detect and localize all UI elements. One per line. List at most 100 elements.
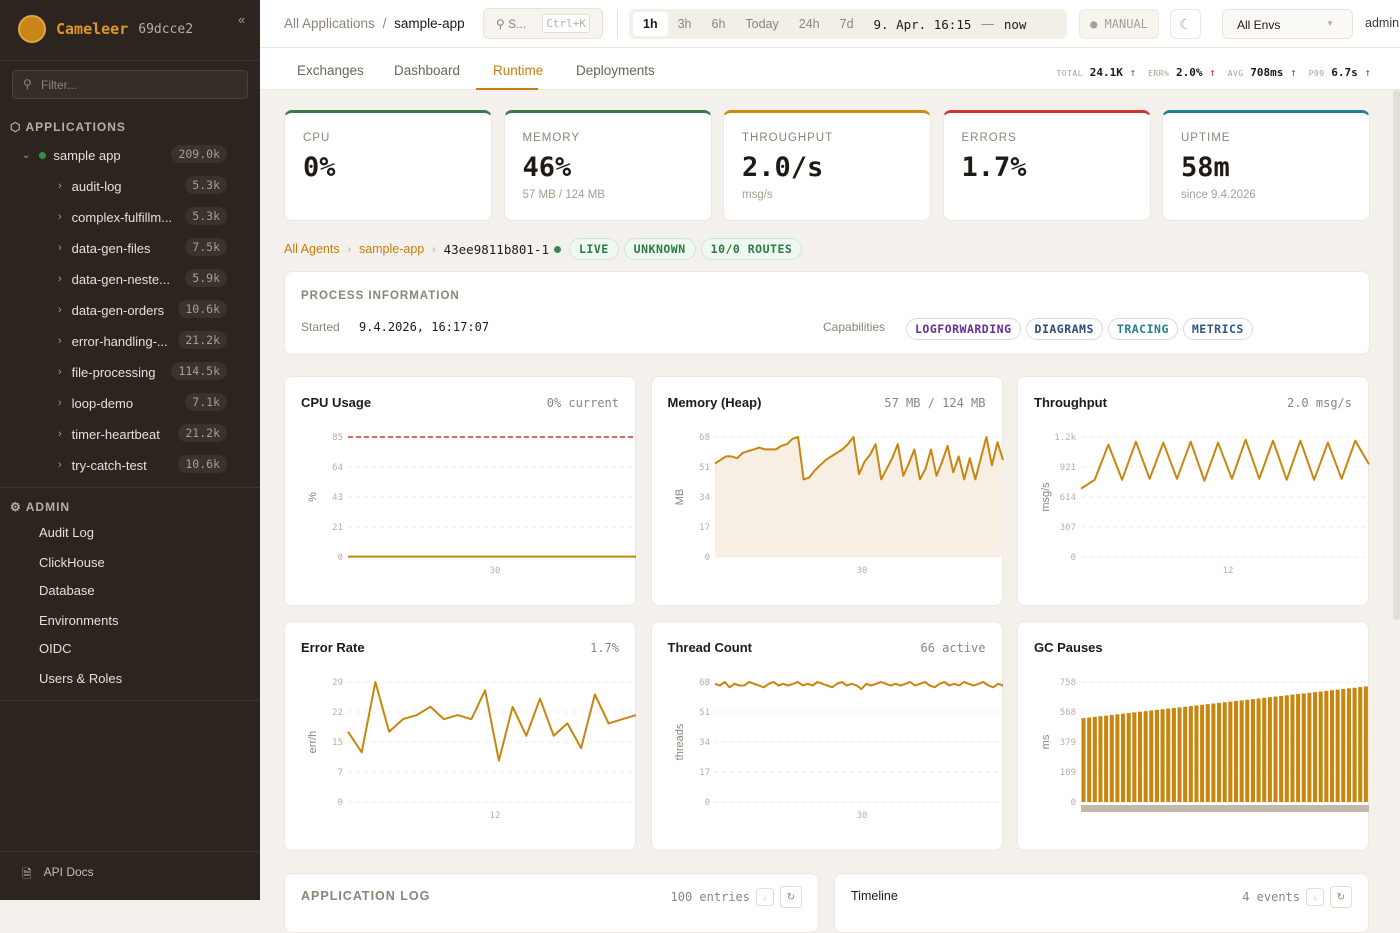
sidebar-route-item[interactable]: › try-catch-test 10.6k [58,455,227,475]
range-3h[interactable]: 3h [677,17,692,31]
sidebar-route-item[interactable]: › data-gen-files 7.5k [58,238,227,258]
sidebar-route-item[interactable]: › loop-demo 7.1k [58,393,227,413]
range-6h[interactable]: 6h [711,17,726,31]
gc-pause-bar [1137,711,1143,802]
search-button[interactable]: ⚲ S... Ctrl+K [483,8,603,39]
metric-value: 58m [1181,152,1230,183]
gc-pause-bar [1301,693,1306,802]
trend-up-icon: ↑ [1209,66,1216,79]
caret-down-icon: ▼ [1326,19,1334,28]
route-count: 7.1k [185,393,227,411]
gc-pause-bar [1335,689,1340,802]
brand[interactable]: Cameleer 69dcce2 [18,15,193,43]
range-1h[interactable]: 1h [633,12,668,36]
refresh-icon[interactable]: ↻ [1330,886,1352,908]
chart-title: CPU Usage [301,395,372,410]
environment-select[interactable]: All Envs ▼ [1222,9,1353,39]
collapse-sidebar-icon[interactable]: « [238,12,246,27]
route-count: 5.9k [185,269,227,287]
sidebar-admin-item[interactable]: OIDC [39,641,72,656]
log-count: 100 entries [670,890,750,904]
sidebar-admin-item[interactable]: Environments [39,613,119,628]
series-line [714,681,1003,691]
metric-card-throughput: THROUGHPUT 2.0/s msg/s [723,110,931,221]
top-bar: All Applications / sample-app ⚲ S... Ctrl… [260,0,1400,48]
chart-current-value: 0% current [546,396,619,410]
timeline-title: Timeline [851,889,898,903]
moon-icon[interactable]: ☾ [1170,9,1201,39]
process-information-card: PROCESS INFORMATION Started 9.4.2026, 16… [284,271,1370,355]
filter-placeholder: Filter... [41,78,78,92]
sidebar-route-item[interactable]: › error-handling-... 21.2k [58,331,227,351]
sidebar-app-sample-app[interactable]: ⌄ sample app 209.0k [22,145,227,165]
y-tick-label: 1.2k [1054,433,1076,443]
gc-pause-bar [1166,708,1171,802]
route-name: audit-log [71,178,122,194]
route-name: try-catch-test [71,457,147,473]
filter-input[interactable]: ⚲ Filter... [12,70,248,99]
gc-pause-bar [1149,710,1154,802]
sidebar-route-item[interactable]: › timer-heartbeat 21.2k [58,424,227,444]
gc-pause-bar [1205,704,1210,802]
scroll-down-icon[interactable]: ↓ [1306,888,1324,906]
x-tick-label: 30 [856,566,867,576]
sidebar-admin-item[interactable]: ClickHouse [39,555,105,570]
sidebar-route-item[interactable]: › audit-log 5.3k [58,176,227,196]
gc-pause-bar [1262,697,1267,802]
range-from[interactable]: 9. Apr. 16:15 [873,16,972,32]
app-name: sample app [53,147,121,163]
range-24h[interactable]: 24h [798,17,820,31]
capability-diagrams: DIAGRAMS [1025,318,1103,340]
started-label: Started [301,320,340,334]
chevron-right-icon: › [58,335,62,347]
divider [0,487,260,488]
chart-plot: 0 17 34 51 68 threads 30 [674,678,1003,821]
range-today[interactable]: Today [745,17,779,31]
gc-pause-bar [1160,709,1165,802]
all-agents-link[interactable]: All Agents [284,242,340,256]
chart-plot: 0 7 15 22 29 err/h 12 [307,678,637,821]
metric-card-memory: MEMORY 46% 57 MB / 124 MB [503,110,712,221]
y-tick-label: 15 [332,738,343,748]
sidebar-route-item[interactable]: › complex-fulfillm... 5.3k [58,207,227,227]
gc-pause-bar [1346,688,1351,802]
tab-dashboard[interactable]: Dashboard [394,63,461,78]
sidebar-route-item[interactable]: › file-processing 114.5k [58,362,227,382]
gc-pause-bar [1188,706,1193,802]
scroll-down-icon[interactable]: ↓ [756,888,774,906]
sidebar-admin-item[interactable]: Database [39,583,95,598]
agent-app-link[interactable]: sample-app [358,242,425,256]
breadcrumb-all-applications[interactable]: All Applications [284,16,375,31]
api-docs-link[interactable]: 🗎 API Docs [22,865,94,886]
tab-exchanges[interactable]: Exchanges [297,63,364,78]
y-axis-label: err/h [307,731,319,754]
applications-label: APPLICATIONS [25,120,126,134]
route-name: data-gen-files [71,240,151,256]
range-7d[interactable]: 7d [839,17,854,31]
gc-pause-bar [1233,700,1239,802]
y-tick-label: 34 [699,738,710,748]
gc-pause-bar [1324,690,1329,802]
gc-pause-bar [1273,696,1278,802]
kpi-label: ERR% [1148,69,1170,78]
refresh-icon[interactable]: ↻ [780,886,802,908]
sidebar-admin-item[interactable]: Audit Log [39,525,94,540]
sidebar-route-item[interactable]: › data-gen-orders 10.6k [58,300,227,320]
admin-label: ADMIN [25,500,71,514]
trend-up-icon: ↑ [1364,66,1371,79]
scrollbar[interactable] [1393,90,1400,620]
sidebar-route-item[interactable]: › data-gen-neste... 5.9k [58,269,227,289]
range-dash: — [981,17,994,31]
area-fill [714,437,1003,557]
x-axis-labels-overlap [1081,805,1369,812]
metric-sub: msg/s [742,189,773,201]
gc-pause-bar [1115,714,1120,802]
sidebar-admin-item[interactable]: Users & Roles [39,671,123,686]
tab-runtime[interactable]: Runtime [493,63,544,78]
user-menu[interactable]: admin [1365,16,1400,30]
manual-refresh-button[interactable]: ● MANUAL [1079,9,1159,39]
range-to[interactable]: now [1003,16,1027,32]
chart-thread-count: Thread Count 66 active 0 17 34 51 68 threads 30 [650,621,1003,851]
tab-deployments[interactable]: Deployments [576,63,655,78]
y-tick-label: 307 [1060,523,1076,533]
